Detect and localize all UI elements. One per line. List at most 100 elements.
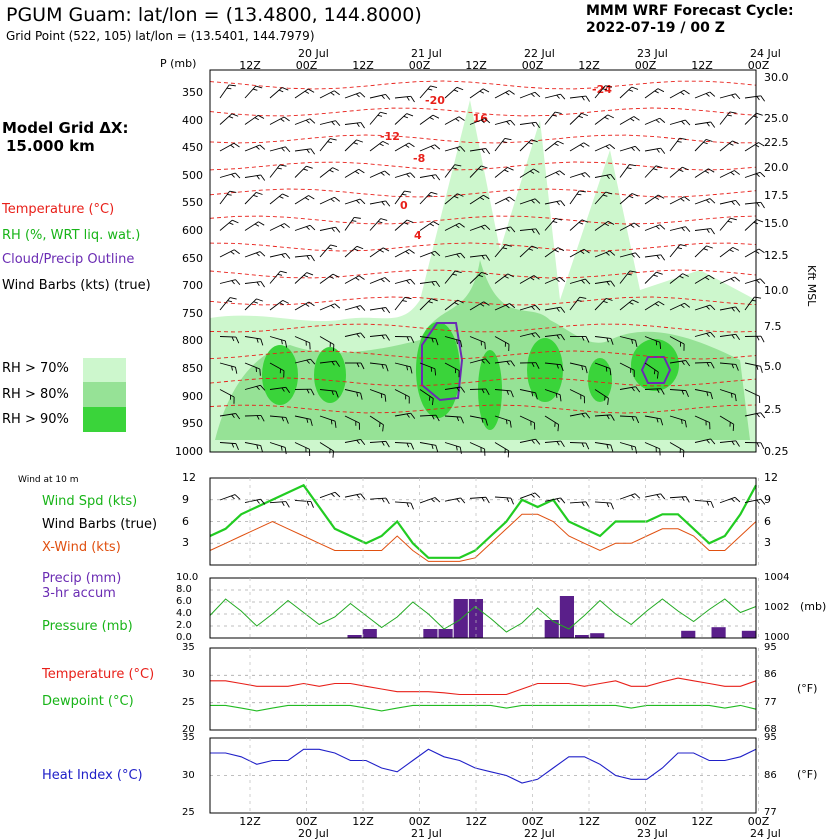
barb-flag <box>256 386 260 391</box>
barb-flag <box>760 498 766 505</box>
precip-bar <box>468 599 483 638</box>
barb-staff <box>269 362 285 372</box>
barb-flag <box>485 254 490 261</box>
wind-barb <box>494 336 510 351</box>
barb-flag <box>683 89 690 95</box>
barb-flag <box>360 392 363 400</box>
barb-staff <box>494 415 511 422</box>
barb-flag <box>509 420 512 428</box>
barb-flag <box>410 96 415 103</box>
barb-flag <box>732 246 739 251</box>
legend-temperature: Temperature (°C) <box>2 202 115 217</box>
barb-flag <box>710 228 715 235</box>
wind-tick-label-right: 3 <box>764 536 771 550</box>
heat-tick-label: 30 <box>182 769 195 781</box>
barb-flag <box>756 202 760 207</box>
barb-flag <box>231 173 235 178</box>
barb-flag <box>504 137 512 141</box>
rh-legend-swatch <box>83 382 126 407</box>
barb-flag <box>435 445 439 452</box>
barb-staff <box>694 331 711 337</box>
barb-flag <box>356 392 359 397</box>
barb-flag <box>481 255 485 260</box>
wind-barb <box>494 167 514 178</box>
barb-flag <box>681 419 683 424</box>
barb-flag <box>555 172 560 176</box>
barb-flag <box>677 140 682 143</box>
barb-flag <box>229 222 234 225</box>
barb-staff <box>419 414 437 417</box>
barb-flag <box>410 279 416 285</box>
barb-flag <box>330 198 335 203</box>
wind-barb <box>544 440 565 448</box>
wind-barb <box>494 226 516 233</box>
wind-barb <box>419 144 441 152</box>
wind-barb <box>269 270 287 284</box>
barb-flag <box>534 198 541 204</box>
barb-staff <box>319 415 336 422</box>
barb-flag <box>580 394 582 400</box>
barb-flag <box>429 117 434 120</box>
barb-flag <box>430 191 438 195</box>
barb-flag <box>685 119 691 126</box>
barb-flag <box>710 501 714 508</box>
barb-staff <box>244 192 257 205</box>
wind-barb <box>619 270 637 284</box>
barb-flag <box>381 364 384 369</box>
wind-barb <box>244 85 263 99</box>
barb-flag <box>631 147 635 152</box>
barb-flag <box>559 170 566 176</box>
barb-flag <box>706 305 710 310</box>
barb-flag <box>581 413 585 418</box>
barb-flag <box>380 278 385 283</box>
barb-staff <box>669 196 685 205</box>
barb-staff <box>619 493 636 500</box>
height-tick-label: 30.0 <box>764 71 789 84</box>
barb-staff <box>319 120 336 125</box>
wind-barb <box>444 362 460 378</box>
barb-flag <box>759 396 761 403</box>
wind-barb <box>244 114 265 125</box>
wind-barb <box>719 415 735 431</box>
wind-barb <box>719 217 737 231</box>
barb-flag <box>331 361 335 366</box>
barb-flag <box>282 299 289 304</box>
barb-staff <box>244 298 257 311</box>
barb-flag <box>656 371 659 379</box>
wind-barb <box>744 362 763 373</box>
barb-flag <box>457 299 464 304</box>
barb-flag <box>256 175 260 180</box>
barb-staff <box>444 193 458 205</box>
precip-bar <box>559 596 574 638</box>
barb-flag <box>606 174 610 180</box>
barb-staff <box>444 362 460 371</box>
wind-barb <box>469 415 488 426</box>
wind-barb <box>544 362 564 372</box>
barb-staff <box>519 139 532 152</box>
wind-barb <box>444 386 466 393</box>
wind-barb <box>244 336 264 346</box>
wind-barb <box>369 440 390 448</box>
barb-staff <box>594 298 607 311</box>
barb-flag <box>285 417 289 424</box>
barb-staff <box>719 333 736 337</box>
barb-staff <box>319 273 334 284</box>
heat-index-line <box>210 748 757 784</box>
barb-flag <box>606 337 609 343</box>
wind-barb <box>644 194 665 205</box>
barb-staff <box>269 415 286 418</box>
wind-barb <box>394 219 414 231</box>
barb-staff <box>719 415 734 425</box>
barb-flag <box>260 174 266 181</box>
wind-barb <box>219 442 239 450</box>
barb-staff <box>594 362 611 369</box>
wind-barb <box>419 298 438 311</box>
barb-flag <box>653 274 658 277</box>
barb-flag <box>709 198 716 204</box>
barb-staff <box>444 270 456 284</box>
barb-staff <box>519 415 535 424</box>
wind-barb <box>544 111 562 125</box>
barb-flag <box>731 334 735 339</box>
barb-flag <box>685 360 691 367</box>
barb-staff <box>269 116 285 125</box>
